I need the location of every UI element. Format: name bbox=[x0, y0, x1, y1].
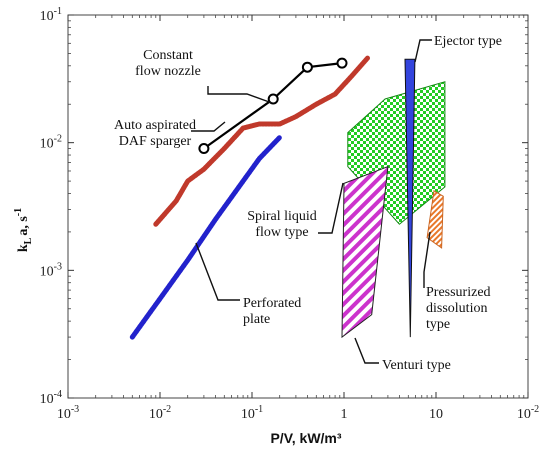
x-tick-label: 10-2 bbox=[149, 404, 171, 422]
y-tick-label: 10-2 bbox=[40, 134, 62, 152]
regions-layer bbox=[341, 58, 446, 339]
x-tick-label: 10-1 bbox=[241, 404, 263, 422]
annotation-spiral: Spiral liquid flow type bbox=[247, 209, 317, 240]
annotation-venturi: Venturi type bbox=[382, 358, 451, 373]
x-tick-label: 10-2 bbox=[517, 404, 539, 422]
y-axis-label: kLa, s-1 bbox=[13, 208, 34, 252]
annotation-ejector: Ejector type bbox=[434, 34, 502, 49]
leader-line-constant bbox=[207, 86, 273, 104]
leader-line-spiral bbox=[318, 182, 344, 234]
series-line-perforated-plate bbox=[129, 134, 283, 340]
y-tick-label: 10-1 bbox=[40, 6, 62, 24]
y-tick-label: 10-4 bbox=[40, 389, 62, 407]
plot-frame bbox=[67, 14, 529, 399]
leader-line-auto bbox=[191, 121, 226, 132]
annotation-leaders bbox=[191, 39, 432, 364]
series-point-constant-flow-nozzle bbox=[198, 143, 210, 154]
region-ejector-type bbox=[404, 58, 416, 338]
series-layer bbox=[129, 55, 370, 340]
leader-line-ejector bbox=[414, 39, 432, 63]
leader-line-venturi bbox=[354, 337, 379, 364]
region-venturi-type bbox=[341, 165, 389, 339]
series-point-constant-flow-nozzle bbox=[301, 61, 313, 73]
series-line-constant-flow-nozzle bbox=[203, 62, 343, 150]
series-point-constant-flow-nozzle bbox=[336, 57, 348, 69]
annotations-layer: Constant flow nozzle Auto aspirated DAF spa… bbox=[114, 34, 502, 373]
annotation-pressurized: Pressurized dissolution type bbox=[426, 285, 491, 332]
x-tick-label: 10-3 bbox=[57, 404, 79, 422]
x-tick-label: 10 bbox=[429, 407, 443, 422]
leader-line-perforated bbox=[195, 242, 240, 301]
annotation-constant: Constant flow nozzle bbox=[135, 48, 201, 79]
leader-line-pressurized bbox=[423, 231, 431, 288]
annotation-perforated: Perforated plate bbox=[243, 296, 301, 327]
series-line-auto-aspirated-daf-sparger bbox=[153, 55, 370, 227]
x-tick-label: 1 bbox=[341, 407, 348, 422]
x-axis-label: P/V, kW/m³ bbox=[270, 430, 341, 446]
annotation-auto: Auto aspirated DAF sparger bbox=[114, 118, 196, 149]
series-point-constant-flow-nozzle bbox=[267, 93, 279, 105]
region-pressurized-dissolution-type bbox=[426, 189, 444, 249]
axis-ticks: 10-3 10-2 10-1 1 10 10-210-410-310-210-1 bbox=[40, 6, 540, 422]
y-tick-label: 10-3 bbox=[40, 261, 62, 279]
